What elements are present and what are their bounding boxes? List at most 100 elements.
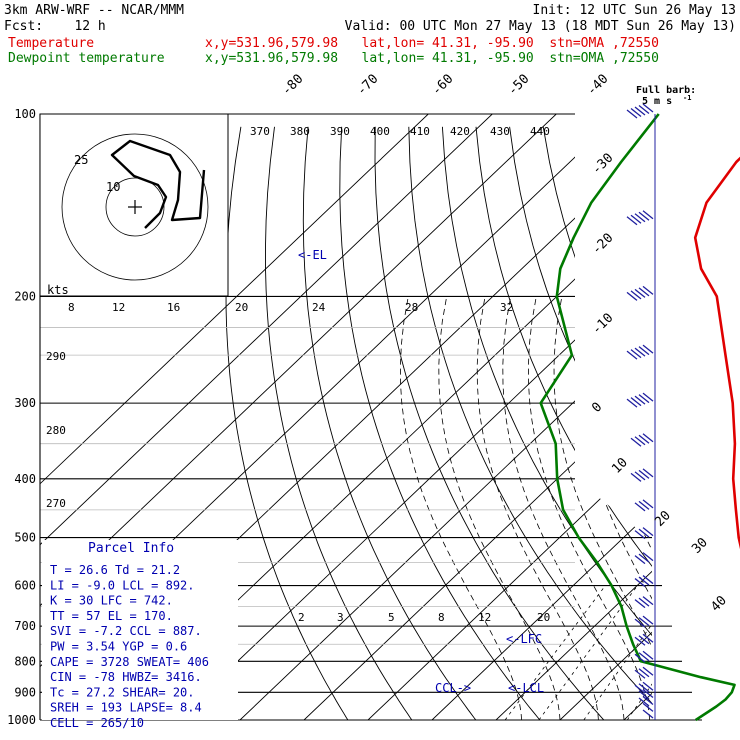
mixing-ratio-label: 12 [478, 611, 491, 624]
theta-scale-label: 430 [490, 125, 510, 138]
pressure-tick-label: 300 [14, 396, 36, 410]
pressure-tick-label: 400 [14, 472, 36, 486]
parcel-info-row: SREH = 193 LAPSE= 8.4 [50, 701, 202, 715]
wind-barb [626, 392, 654, 408]
mixing-ratio-label: 8 [438, 611, 445, 624]
dewpoint-legend-label: Dewpoint temperature [8, 51, 165, 66]
wind-barb [634, 499, 654, 512]
inset-temp-label: 20 [235, 301, 248, 314]
temperature-axis-label: 40 [708, 593, 730, 615]
mixing-ratio-label: 3 [337, 611, 344, 624]
hodograph-trace [110, 139, 206, 229]
pressure-tick-label: 700 [14, 619, 36, 633]
parcel-info-row: T = 26.6 Td = 21.2 [50, 563, 180, 577]
pressure-tick-label: 100 [14, 107, 36, 121]
temperature-axis-label: -40 [584, 72, 611, 99]
full-barb-unit: -1 [683, 94, 691, 102]
temperature-axis-label: -50 [505, 72, 532, 99]
wind-barb [634, 596, 654, 609]
ccl-marker: CCL-> [435, 681, 471, 695]
inset-temp-label: 8 [68, 301, 75, 314]
model-title: 3km ARW-WRF -- NCAR/MMM [4, 3, 185, 18]
hodograph-box [39, 113, 229, 297]
theta-scale-label: 380 [290, 125, 310, 138]
wind-barb [630, 468, 654, 482]
wind-barb [634, 552, 654, 565]
theta-scale-label: 370 [250, 125, 270, 138]
inset-temp-label: 16 [167, 301, 180, 314]
theta-scale-label: 390 [330, 125, 350, 138]
parcel-info-row: PW = 3.54 YGP = 0.6 [50, 640, 187, 654]
wind-barb [634, 650, 654, 663]
temperature-axis-label: -60 [429, 72, 456, 99]
wind-barb [638, 688, 654, 700]
pressure-tick-label: 500 [14, 531, 36, 545]
theta-scale-label: 440 [530, 125, 550, 138]
parcel-info-title: Parcel Info [88, 541, 174, 556]
temperature-axis-label: 30 [689, 535, 711, 557]
wind-barb [634, 615, 654, 628]
parcel-info-row: TT = 57 EL = 170. [50, 609, 173, 623]
temperature-axis-label: -70 [354, 72, 381, 99]
el-marker: <-EL [298, 248, 327, 262]
wind-barb [638, 695, 654, 707]
inset-temp-label: 32 [500, 301, 513, 314]
temperature-profile [693, 156, 740, 550]
full-barb-value: 5 m s [642, 96, 672, 107]
wind-barb [630, 433, 654, 447]
forecast-hour: Fcst: 12 h [4, 19, 106, 34]
valid-time: Valid: 00 UTC Mon 27 May 13 (18 MDT Sun … [344, 19, 736, 34]
hodograph: 25 10 kts [47, 133, 209, 297]
parcel-info-row: CIN = -78 HWBZ= 3416. [50, 670, 202, 684]
parcel-info-row: SVI = -7.2 CCL = 887. [50, 624, 202, 638]
inset-temp-label: 24 [312, 301, 326, 314]
hodograph-unit-label: kts [47, 283, 69, 297]
pressure-tick-label: 600 [14, 579, 36, 593]
wind-barb [634, 681, 654, 694]
dewpoint-profile [539, 113, 736, 722]
theta-left-label: 290 [46, 350, 66, 363]
parcel-info-row: LI = -9.0 LCL = 892. [50, 578, 195, 592]
temperature-legend-label: Temperature [8, 36, 95, 51]
pressure-tick-label: 900 [14, 685, 36, 699]
wind-barb [626, 210, 654, 226]
pressure-tick-label: 1000 [7, 713, 36, 727]
full-barb-label: Full barb: [636, 85, 696, 96]
theta-scale-label: 410 [410, 125, 430, 138]
pressure-tick-label: 200 [14, 289, 36, 303]
temperature-axis-label: -80 [279, 72, 306, 99]
wind-barb [626, 285, 654, 301]
mixing-ratio-label: 20 [537, 611, 550, 624]
parcel-info-row: Tc = 27.2 SHEAR= 20. [50, 685, 195, 699]
wind-barb [634, 527, 654, 540]
hodograph-ring-label-10: 10 [106, 180, 120, 194]
mixing-ratio-label: 5 [388, 611, 395, 624]
wind-barb [634, 633, 654, 646]
theta-left-label: 270 [46, 497, 66, 510]
inset-temp-label: 12 [112, 301, 125, 314]
theta-left-label: 280 [46, 424, 66, 437]
parcel-info-panel: Parcel Info T = 26.6 Td = 21.2LI = -9.0 … [42, 540, 238, 730]
sounding-profiles [539, 113, 740, 722]
wind-barb [642, 702, 654, 712]
theta-scale-label: 420 [450, 125, 470, 138]
inset-temp-label: 28 [405, 301, 418, 314]
parcel-info-row: K = 30 LFC = 742. [50, 594, 173, 608]
temperature-station-info: x,y=531.96,579.98 lat,lon= 41.31, -95.90… [205, 36, 659, 51]
lcl-marker: <-LCL [508, 681, 544, 695]
lfc-marker: <-LFC [506, 632, 542, 646]
pressure-tick-label: 800 [14, 654, 36, 668]
init-time: Init: 12 UTC Sun 26 May 13 [532, 3, 737, 18]
wind-barb [634, 666, 654, 679]
hodograph-ring-label-25: 25 [74, 153, 88, 167]
parcel-info-row: CELL = 265/10 [50, 716, 144, 730]
wind-barb [626, 344, 654, 360]
wind-barb [634, 575, 654, 588]
mixing-ratio-label: 2 [298, 611, 305, 624]
parcel-info-row: CAPE = 3728 SWEAT= 406 [50, 655, 209, 669]
wind-barbs [626, 103, 656, 720]
dewpoint-station-info: x,y=531.96,579.98 lat,lon= 41.31, -95.90… [205, 51, 659, 66]
wind-barb [626, 103, 654, 119]
